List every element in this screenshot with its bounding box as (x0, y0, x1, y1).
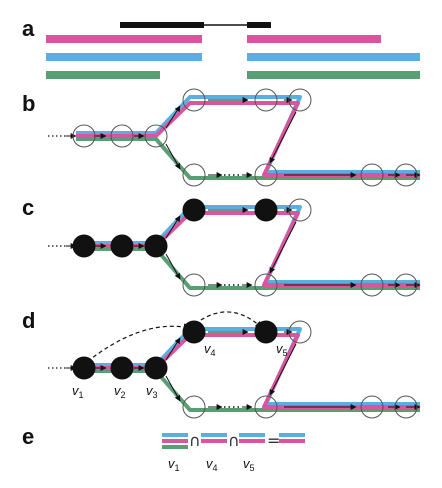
graph-node (182, 273, 206, 297)
pink-bar-left (46, 35, 202, 43)
graph-node (394, 395, 418, 419)
graph-node (144, 234, 168, 258)
panel-c-graph (48, 198, 421, 297)
graph-node (254, 88, 278, 112)
graph-node (394, 273, 418, 297)
intersect-symbol-2: ∩ (228, 431, 240, 450)
graph-node (182, 88, 206, 112)
graph-node (72, 356, 96, 380)
blue-bar-left (46, 53, 202, 61)
green-path (76, 137, 420, 180)
eq-group-v1 (162, 433, 188, 449)
label-v5: v5 (276, 341, 288, 358)
edge (165, 375, 181, 402)
label-v1: v1 (72, 383, 84, 400)
graph-node (360, 273, 384, 297)
graph-node (72, 234, 96, 258)
panel-d-graph (48, 320, 421, 419)
graph-node (254, 273, 278, 297)
graph-node (360, 163, 384, 187)
eq-label-v4: v4 (206, 456, 218, 473)
edge (165, 337, 181, 361)
green-bar-right (247, 71, 420, 79)
graph-node (288, 320, 312, 344)
graph-node (182, 320, 206, 344)
black-bar-right (247, 22, 271, 28)
graph-node (182, 198, 206, 222)
graph-node (394, 163, 418, 187)
blue-bar-right (247, 53, 420, 61)
intersect-symbol-1: ∩ (189, 431, 201, 450)
graph-node (110, 356, 134, 380)
eq-group-v4 (201, 433, 227, 443)
panel-a-bars (46, 22, 420, 79)
graph-node (144, 124, 168, 148)
panel-label-d: d (22, 308, 35, 333)
edge (269, 343, 297, 396)
pink-bar-right (247, 35, 381, 43)
equals-symbol: = (267, 431, 280, 450)
graph-node (144, 356, 168, 380)
edge (269, 111, 297, 164)
eq-group-result (279, 433, 305, 443)
panel-label-c: c (22, 195, 34, 220)
edge (165, 253, 181, 280)
graph-node (110, 234, 134, 258)
graph-node (288, 88, 312, 112)
edge (165, 215, 181, 239)
green-bar-left (46, 71, 160, 79)
edge (165, 105, 181, 129)
graph-node (360, 395, 384, 419)
dashed-arc-v1-v4 (81, 323, 191, 367)
label-v2: v2 (114, 383, 126, 400)
label-v4: v4 (204, 341, 216, 358)
edge (165, 143, 181, 170)
graph-node (254, 163, 278, 187)
graph-node (182, 395, 206, 419)
graph-node (254, 395, 278, 419)
panel-label-e: e (22, 424, 34, 449)
black-bar-left (120, 22, 204, 28)
panel-label-b: b (22, 91, 35, 116)
eq-group-v5 (239, 433, 265, 443)
label-v3: v3 (146, 383, 158, 400)
graph-node (72, 124, 96, 148)
graph-node (254, 320, 278, 344)
panel-b-graph (48, 88, 421, 187)
graph-node (182, 163, 206, 187)
eq-label-v1: v1 (168, 456, 180, 473)
panel-label-a: a (22, 16, 35, 41)
eq-label-v5: v5 (243, 456, 255, 473)
edge (269, 221, 297, 274)
panel-e-equation: ∩ ∩ = v1 v4 v5 (162, 431, 305, 473)
graph-node (288, 198, 312, 222)
graph-node (110, 124, 134, 148)
dashed-arc-v4-v5 (194, 311, 263, 329)
graph-node (254, 198, 278, 222)
